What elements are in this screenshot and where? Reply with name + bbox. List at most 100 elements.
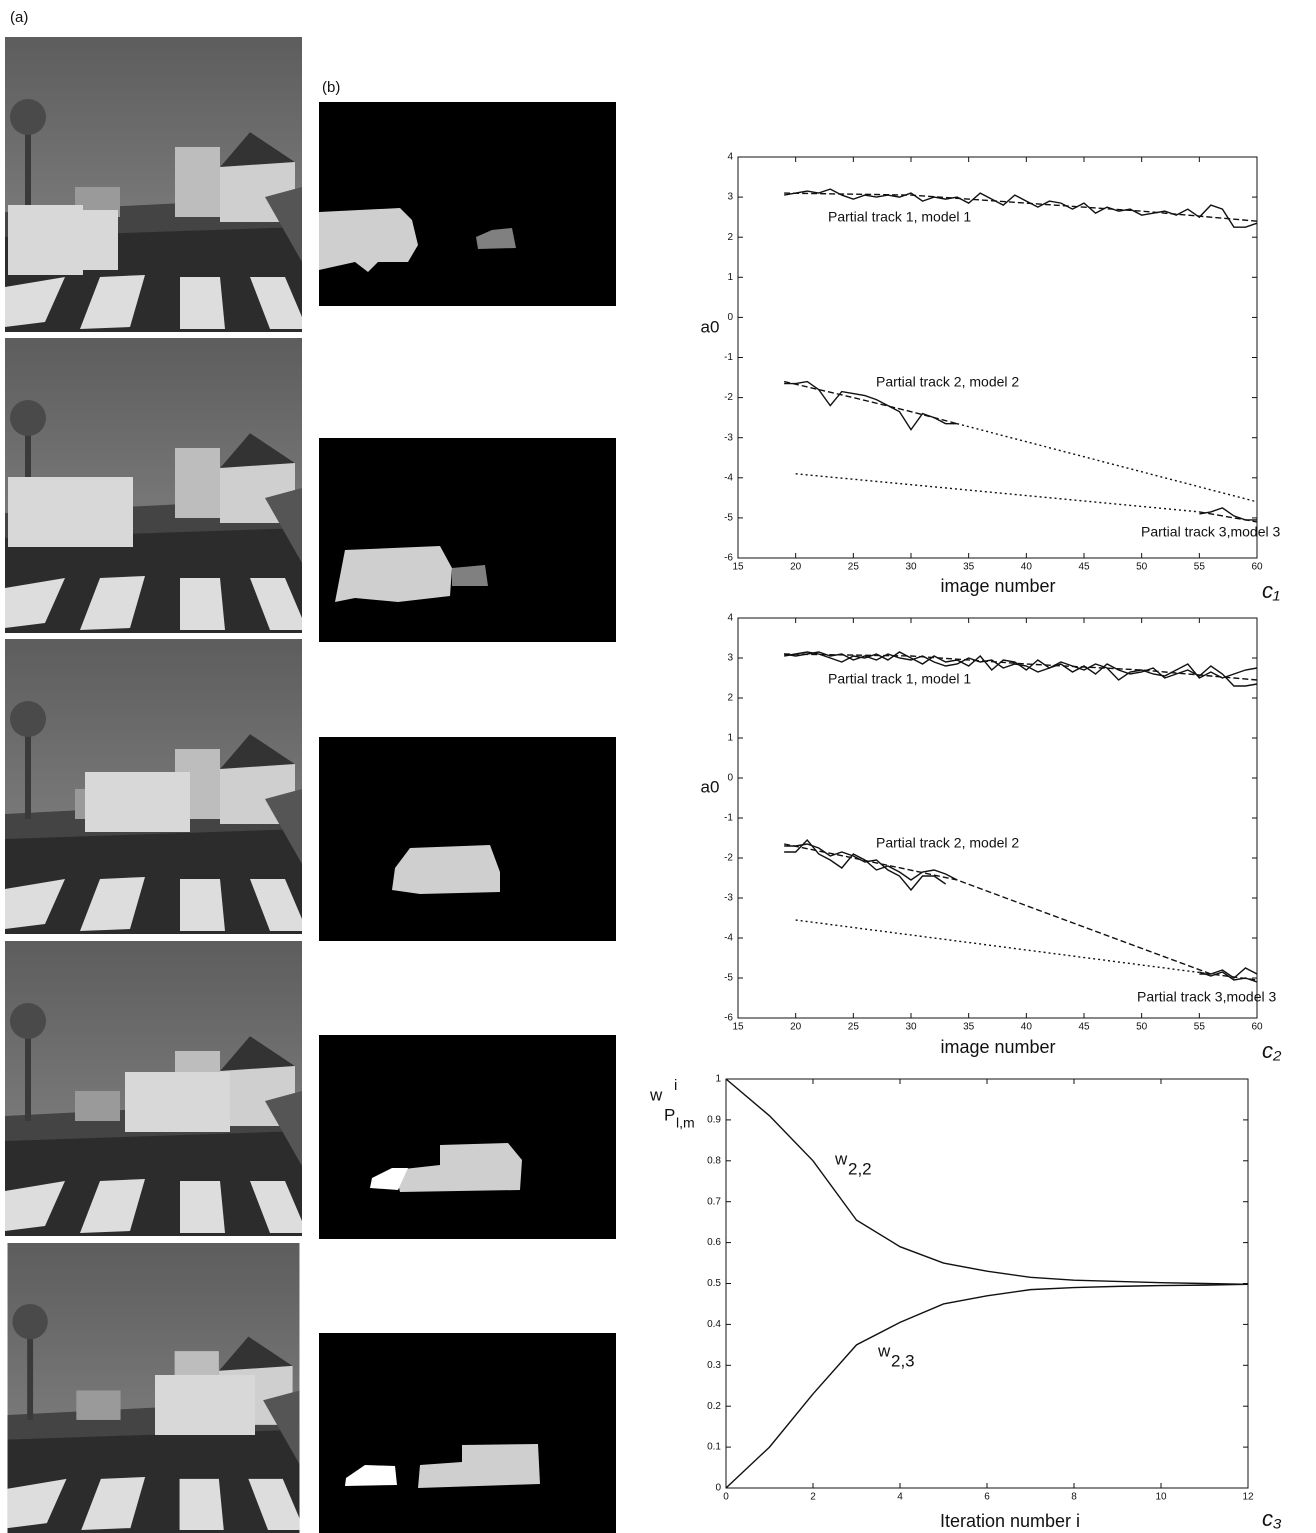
x-tick-label: 12	[1242, 1492, 1254, 1503]
y-tick-label: 0.9	[707, 1115, 721, 1126]
plot-frame	[737, 617, 1258, 1019]
y-tick-label: 0.8	[707, 1155, 721, 1166]
photo	[5, 37, 302, 332]
y-tick-label: 3	[727, 653, 733, 664]
panel-label: (b)	[322, 79, 340, 96]
segmentation	[319, 438, 616, 642]
series-line	[784, 838, 958, 881]
segmentation	[319, 737, 616, 941]
region	[345, 1465, 397, 1486]
y-tick-label: 4	[727, 613, 733, 624]
y-tick-label: -6	[724, 1013, 733, 1024]
y-tick-label: 0.7	[707, 1196, 721, 1207]
region	[395, 1143, 522, 1192]
y-tick-label: -5	[724, 973, 733, 984]
corner-label: c₁	[1262, 578, 1280, 603]
y-tick-label: -4	[724, 472, 733, 483]
series-line	[956, 422, 1258, 503]
x-axis-label: image number	[940, 1037, 1055, 1057]
y-axis-label: a0	[701, 777, 720, 796]
series-line	[795, 919, 1211, 975]
y-tick-label: 2	[727, 232, 733, 243]
annotation: Partial track 3,model 3	[1137, 989, 1276, 1005]
annotation: w	[834, 1149, 848, 1168]
annotation: 2,3	[891, 1351, 915, 1370]
series-line	[783, 380, 958, 425]
y-axis-label: w	[649, 1085, 663, 1104]
x-tick-label: 60	[1251, 1022, 1263, 1033]
x-tick-label: 8	[1071, 1492, 1077, 1503]
region	[418, 1444, 540, 1488]
series-line	[783, 843, 1258, 981]
panel-label: (a)	[10, 9, 28, 26]
corner-label: c₂	[1262, 1038, 1282, 1063]
region	[370, 1168, 408, 1190]
y-tick-label: -5	[724, 513, 733, 524]
y-tick-label: 0.4	[707, 1319, 721, 1330]
vehicle	[85, 772, 190, 832]
x-tick-label: 50	[1136, 1022, 1148, 1033]
y-tick-label: 0.3	[707, 1360, 721, 1371]
series-line	[795, 473, 1200, 513]
series-line	[725, 1283, 1249, 1489]
series-line	[784, 843, 946, 892]
corner-label: c₃	[1262, 1506, 1282, 1531]
series-line	[784, 651, 1258, 687]
y-axis-label: P	[664, 1105, 675, 1124]
y-tick-label: -4	[724, 933, 733, 944]
y-tick-label: 0.1	[707, 1442, 721, 1453]
y-tick-label: 4	[727, 152, 733, 163]
segmentation	[319, 1333, 616, 1533]
series-line	[1199, 971, 1258, 983]
annotation: Partial track 2, model 2	[876, 835, 1019, 851]
region	[392, 845, 500, 894]
x-tick-label: 45	[1078, 1022, 1090, 1033]
y-tick-label: 2	[727, 693, 733, 704]
region	[319, 208, 418, 272]
x-tick-label: 4	[897, 1492, 903, 1503]
x-tick-label: 55	[1194, 562, 1206, 573]
x-tick-label: 30	[905, 562, 917, 573]
y-tick-label: -3	[724, 432, 733, 443]
x-tick-label: 30	[905, 1022, 917, 1033]
series-line	[784, 192, 1258, 222]
x-tick-label: 55	[1194, 1022, 1206, 1033]
y-axis-label: a0	[701, 317, 720, 336]
x-tick-label: 6	[984, 1492, 990, 1503]
region	[476, 228, 516, 249]
vehicle	[125, 1072, 230, 1132]
annotation: 2,2	[848, 1159, 872, 1178]
y-tick-label: 0.2	[707, 1401, 721, 1412]
x-tick-label: 40	[1021, 1022, 1033, 1033]
series-line	[784, 651, 1258, 681]
x-tick-label: 20	[790, 1022, 802, 1033]
x-tick-label: 10	[1155, 1492, 1167, 1503]
y-tick-label: -2	[724, 392, 733, 403]
annotation: Partial track 1, model 1	[828, 671, 971, 687]
annotation: w	[877, 1341, 891, 1360]
y-tick-label: 1	[727, 733, 733, 744]
x-tick-label: 40	[1021, 562, 1033, 573]
series-line	[1199, 511, 1258, 523]
x-axis-label: image number	[940, 576, 1055, 596]
x-tick-label: 25	[848, 1022, 860, 1033]
y-tick-label: 0	[727, 773, 733, 784]
y-tick-label: 0.6	[707, 1237, 721, 1248]
x-tick-label: 45	[1078, 562, 1090, 573]
vehicle	[155, 1375, 255, 1435]
x-tick-label: 35	[963, 1022, 975, 1033]
vehicle	[8, 477, 133, 547]
x-tick-label: 0	[723, 1492, 729, 1503]
y-tick-label: -2	[724, 853, 733, 864]
y-tick-label: 1	[715, 1074, 721, 1085]
photo	[7, 1243, 300, 1533]
y-tick-label: 0.5	[707, 1278, 721, 1289]
series-line	[1199, 507, 1257, 521]
region	[335, 546, 452, 602]
segmentation	[319, 1035, 616, 1239]
region	[452, 565, 488, 586]
x-tick-label: 35	[963, 562, 975, 573]
annotation: Partial track 2, model 2	[876, 374, 1019, 390]
series-line	[725, 1078, 1249, 1286]
